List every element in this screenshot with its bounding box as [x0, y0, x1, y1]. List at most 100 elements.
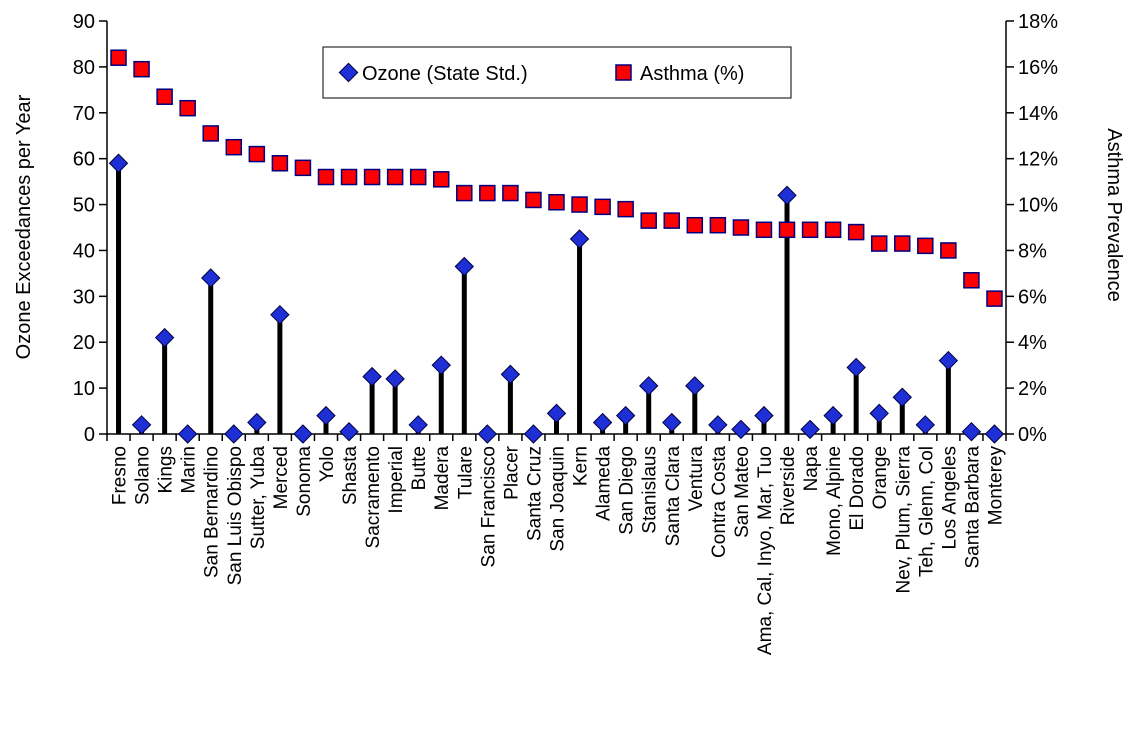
- ozone-marker: [385, 369, 405, 389]
- asthma-marker: [917, 237, 934, 255]
- asthma-marker: [363, 168, 381, 186]
- ozone-marker: [546, 403, 567, 424]
- right-tick-label: 4%: [1018, 332, 1047, 354]
- ozone-marker: [224, 424, 244, 444]
- asthma-marker: [824, 221, 842, 239]
- ozone-marker: [615, 405, 636, 426]
- asthma-marker: [479, 184, 496, 202]
- right-tick-label: 14%: [1018, 103, 1058, 125]
- right-tick-label: 10%: [1018, 195, 1058, 217]
- x-category-label: Monterey: [985, 446, 1006, 526]
- ozone-marker: [638, 376, 659, 396]
- asthma-marker: [778, 221, 796, 239]
- ozone-marker: [270, 304, 290, 325]
- asthma-marker: [271, 155, 289, 172]
- x-category-label: Placer: [501, 445, 522, 500]
- right-tick-label: 0%: [1018, 424, 1047, 446]
- ozone-marker: [293, 424, 313, 444]
- asthma-marker: [755, 221, 773, 239]
- ozone-marker: [800, 419, 820, 440]
- x-category-label: San Diego: [617, 446, 638, 535]
- x-category-label: San Luis Obispo: [225, 446, 246, 585]
- x-category-label: Sutter, Yuba: [248, 446, 269, 550]
- ozone-marker: [201, 268, 221, 288]
- left-tick-label: 20: [73, 332, 95, 354]
- asthma-marker: [456, 184, 473, 202]
- x-category-label: Merced: [271, 446, 292, 509]
- legend: Ozone (State Std.) Asthma (%): [322, 46, 792, 99]
- x-category-label: San Joaquin: [548, 446, 569, 552]
- ozone-marker: [247, 412, 267, 433]
- asthma-marker: [709, 216, 727, 234]
- x-category-label: Imperial: [386, 446, 407, 514]
- left-y-ticks: 0 10 20 30 40 50 60 70 80 90: [73, 11, 107, 446]
- ozone-marker: [477, 424, 498, 444]
- x-category-label: San Bernardino: [202, 446, 223, 578]
- x-category-label: Tulare: [455, 446, 476, 499]
- y-axis-left-title: Ozone Exceedances per Year: [13, 94, 35, 359]
- left-tick-label: 40: [73, 240, 95, 262]
- x-category-label: Butte: [409, 446, 430, 490]
- right-tick-label: 16%: [1018, 57, 1058, 79]
- ozone-marker: [408, 415, 428, 435]
- ozone-stems: [116, 163, 974, 434]
- ozone-marker: [500, 364, 521, 385]
- ozone-marker: [362, 366, 382, 387]
- right-tick-label: 12%: [1018, 149, 1058, 171]
- right-tick-label: 6%: [1018, 286, 1047, 308]
- right-tick-label: 8%: [1018, 240, 1047, 262]
- x-category-label: Riverside: [778, 446, 799, 525]
- asthma-marker: [686, 216, 704, 234]
- asthma-marker: [502, 184, 519, 202]
- asthma-marker: [525, 191, 542, 209]
- x-category-labels: Fresno Solano Kings Marin San Bernardino San …: [106, 434, 1007, 655]
- left-tick-label: 90: [73, 11, 95, 33]
- asthma-marker: [409, 168, 427, 186]
- left-tick-label: 30: [73, 286, 95, 308]
- x-category-label: Ama, Cal, Inyo, Mar, Tuo: [755, 446, 776, 655]
- x-category-label: Los Angeles: [939, 446, 960, 550]
- asthma-marker: [847, 223, 865, 241]
- ozone-marker: [569, 229, 590, 249]
- x-category-label: Kern: [571, 446, 592, 486]
- legend-asthma-label: Asthma (%): [640, 63, 744, 85]
- x-category-label: Orange: [870, 446, 891, 509]
- x-category-label: Contra Costa: [709, 446, 730, 558]
- ozone-marker: [708, 415, 728, 435]
- asthma-marker: [732, 219, 750, 236]
- ozone-marker: [685, 376, 705, 396]
- x-category-label: Shasta: [340, 446, 361, 506]
- x-category-label: Alameda: [594, 446, 615, 521]
- right-tick-label: 2%: [1018, 378, 1047, 400]
- chart-markers: [108, 49, 1005, 444]
- x-category-label: Santa Barbara: [962, 446, 983, 569]
- ozone-marker: [339, 421, 359, 442]
- ozone-marker: [154, 327, 175, 348]
- legend-ozone-marker-icon: [338, 62, 359, 83]
- x-category-label: Kings: [156, 446, 177, 494]
- ozone-marker: [523, 424, 544, 444]
- x-category-label: San Mateo: [732, 446, 753, 538]
- asthma-marker: [317, 168, 335, 186]
- asthma-marker: [225, 138, 243, 156]
- asthma-marker: [133, 60, 150, 78]
- asthma-marker: [940, 242, 957, 259]
- ozone-marker: [961, 421, 982, 442]
- x-category-label: Nev, Plum, Sierra: [893, 446, 914, 594]
- legend-box: [322, 46, 792, 99]
- ozone-marker: [846, 357, 866, 378]
- ozone-marker: [823, 405, 843, 426]
- ozone-marker: [177, 424, 198, 444]
- asthma-marker: [594, 198, 611, 216]
- x-category-label: Madera: [432, 446, 453, 511]
- x-category-label: Santa Cruz: [524, 446, 545, 541]
- ozone-marker: [108, 153, 129, 173]
- asthma-marker: [894, 235, 911, 252]
- ozone-marker: [431, 355, 451, 375]
- asthma-marker: [663, 212, 681, 229]
- asthma-marker: [386, 168, 404, 186]
- right-tick-label: 18%: [1018, 11, 1058, 33]
- asthma-marker: [640, 212, 657, 229]
- left-tick-label: 0: [84, 424, 95, 446]
